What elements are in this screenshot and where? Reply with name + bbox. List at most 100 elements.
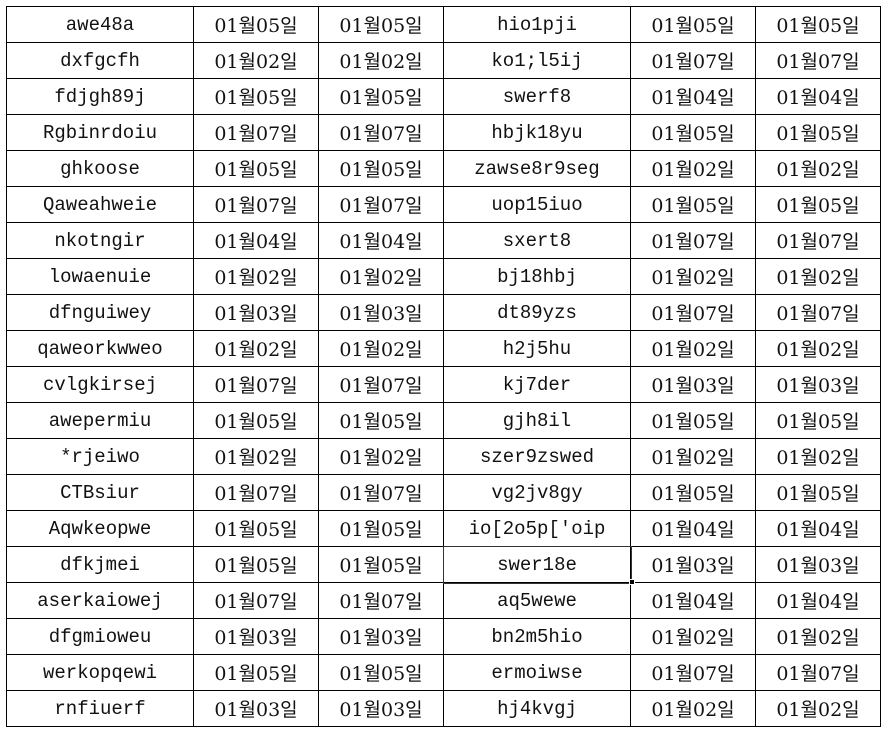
date-cell[interactable]: 01월05일 <box>193 6 319 43</box>
date-cell[interactable]: 01월02일 <box>630 330 756 367</box>
date-cell[interactable]: 01월03일 <box>193 618 319 655</box>
date-cell[interactable]: 01월07일 <box>755 42 881 79</box>
date-cell[interactable]: 01월03일 <box>755 546 881 583</box>
code-cell[interactable]: ermoiwse <box>443 654 631 691</box>
date-cell[interactable]: 01월03일 <box>755 366 881 403</box>
code-cell[interactable]: swer18e <box>442 545 632 584</box>
code-cell[interactable]: awepermiu <box>6 402 194 439</box>
code-cell[interactable]: dfgmioweu <box>6 618 194 655</box>
date-cell[interactable]: 01월04일 <box>630 78 756 115</box>
date-cell[interactable]: 01월05일 <box>193 510 319 547</box>
code-cell[interactable]: zawse8r9seg <box>443 150 631 187</box>
code-cell[interactable]: qaweorkwweo <box>6 330 194 367</box>
date-cell[interactable]: 01월02일 <box>630 150 756 187</box>
code-cell[interactable]: h2j5hu <box>443 330 631 367</box>
code-cell[interactable]: io[2o5p['oip <box>443 510 631 547</box>
date-cell[interactable]: 01월05일 <box>318 510 444 547</box>
date-cell[interactable]: 01월05일 <box>318 6 444 43</box>
date-cell[interactable]: 01월05일 <box>630 6 756 43</box>
fill-handle[interactable] <box>629 579 635 585</box>
code-cell[interactable]: dxfgcfh <box>6 42 194 79</box>
date-cell[interactable]: 01월05일 <box>755 6 881 43</box>
date-cell[interactable]: 01월05일 <box>193 150 319 187</box>
date-cell[interactable]: 01월07일 <box>318 474 444 511</box>
date-cell[interactable]: 01월02일 <box>193 258 319 295</box>
date-cell[interactable]: 01월05일 <box>755 402 881 439</box>
code-cell[interactable]: kj7der <box>443 366 631 403</box>
date-cell[interactable]: 01월02일 <box>318 258 444 295</box>
code-cell[interactable]: hbjk18yu <box>443 114 631 151</box>
date-cell[interactable]: 01월02일 <box>755 258 881 295</box>
code-cell[interactable]: bn2m5hio <box>443 618 631 655</box>
code-cell[interactable]: *rjeiwo <box>6 438 194 475</box>
date-cell[interactable]: 01월05일 <box>193 546 319 583</box>
code-cell[interactable]: gjh8il <box>443 402 631 439</box>
code-cell[interactable]: hj4kvgj <box>443 690 631 727</box>
date-cell[interactable]: 01월05일 <box>318 654 444 691</box>
date-cell[interactable]: 01월07일 <box>755 654 881 691</box>
date-cell[interactable]: 01월05일 <box>755 474 881 511</box>
date-cell[interactable]: 01월05일 <box>193 654 319 691</box>
date-cell[interactable]: 01월02일 <box>318 42 444 79</box>
date-cell[interactable]: 01월05일 <box>755 186 881 223</box>
date-cell[interactable]: 01월02일 <box>630 258 756 295</box>
date-cell[interactable]: 01월07일 <box>755 222 881 259</box>
date-cell[interactable]: 01월04일 <box>755 582 881 619</box>
date-cell[interactable]: 01월07일 <box>630 42 756 79</box>
date-cell[interactable]: 01월07일 <box>318 114 444 151</box>
code-cell[interactable]: nkotngir <box>6 222 194 259</box>
date-cell[interactable]: 01월05일 <box>318 78 444 115</box>
code-cell[interactable]: ghkoose <box>6 150 194 187</box>
date-cell[interactable]: 01월04일 <box>193 222 319 259</box>
code-cell[interactable]: Rgbinrdoiu <box>6 114 194 151</box>
code-cell[interactable]: uop15iuo <box>443 186 631 223</box>
code-cell[interactable]: bj18hbj <box>443 258 631 295</box>
date-cell[interactable]: 01월03일 <box>318 618 444 655</box>
code-cell[interactable]: dt89yzs <box>443 294 631 331</box>
date-cell[interactable]: 01월02일 <box>755 438 881 475</box>
code-cell[interactable]: dfkjmei <box>6 546 194 583</box>
date-cell[interactable]: 01월05일 <box>630 114 756 151</box>
date-cell[interactable]: 01월02일 <box>755 618 881 655</box>
code-cell[interactable]: szer9zswed <box>443 438 631 475</box>
date-cell[interactable]: 01월05일 <box>630 186 756 223</box>
date-cell[interactable]: 01월02일 <box>318 330 444 367</box>
date-cell[interactable]: 01월07일 <box>318 582 444 619</box>
date-cell[interactable]: 01월03일 <box>193 690 319 727</box>
date-cell[interactable]: 01월05일 <box>630 402 756 439</box>
code-cell[interactable]: swerf8 <box>443 78 631 115</box>
date-cell[interactable]: 01월02일 <box>755 330 881 367</box>
date-cell[interactable]: 01월05일 <box>193 402 319 439</box>
date-cell[interactable]: 01월03일 <box>630 366 756 403</box>
date-cell[interactable]: 01월05일 <box>193 78 319 115</box>
date-cell[interactable]: 01월05일 <box>318 402 444 439</box>
date-cell[interactable]: 01월07일 <box>755 294 881 331</box>
code-cell[interactable]: vg2jv8gy <box>443 474 631 511</box>
date-cell[interactable]: 01월07일 <box>630 654 756 691</box>
code-cell[interactable]: lowaenuie <box>6 258 194 295</box>
code-cell[interactable]: werkopqewi <box>6 654 194 691</box>
code-cell[interactable]: cvlgkirsej <box>6 366 194 403</box>
code-cell[interactable]: aserkaiowej <box>6 582 194 619</box>
date-cell[interactable]: 01월07일 <box>630 294 756 331</box>
date-cell[interactable]: 01월07일 <box>193 474 319 511</box>
date-cell[interactable]: 01월02일 <box>630 438 756 475</box>
date-cell[interactable]: 01월04일 <box>318 222 444 259</box>
date-cell[interactable]: 01월03일 <box>318 690 444 727</box>
date-cell[interactable]: 01월07일 <box>318 186 444 223</box>
code-cell[interactable]: ko1;l5ij <box>443 42 631 79</box>
date-cell[interactable]: 01월05일 <box>318 546 444 583</box>
date-cell[interactable]: 01월02일 <box>193 438 319 475</box>
date-cell[interactable]: 01월04일 <box>630 510 756 547</box>
date-cell[interactable]: 01월03일 <box>318 294 444 331</box>
date-cell[interactable]: 01월04일 <box>755 510 881 547</box>
code-cell[interactable]: dfnguiwey <box>6 294 194 331</box>
date-cell[interactable]: 01월02일 <box>318 438 444 475</box>
date-cell[interactable]: 01월02일 <box>755 690 881 727</box>
date-cell[interactable]: 01월05일 <box>755 114 881 151</box>
date-cell[interactable]: 01월07일 <box>318 366 444 403</box>
code-cell[interactable]: CTBsiur <box>6 474 194 511</box>
date-cell[interactable]: 01월02일 <box>755 150 881 187</box>
date-cell[interactable]: 01월04일 <box>755 78 881 115</box>
date-cell[interactable]: 01월02일 <box>193 330 319 367</box>
